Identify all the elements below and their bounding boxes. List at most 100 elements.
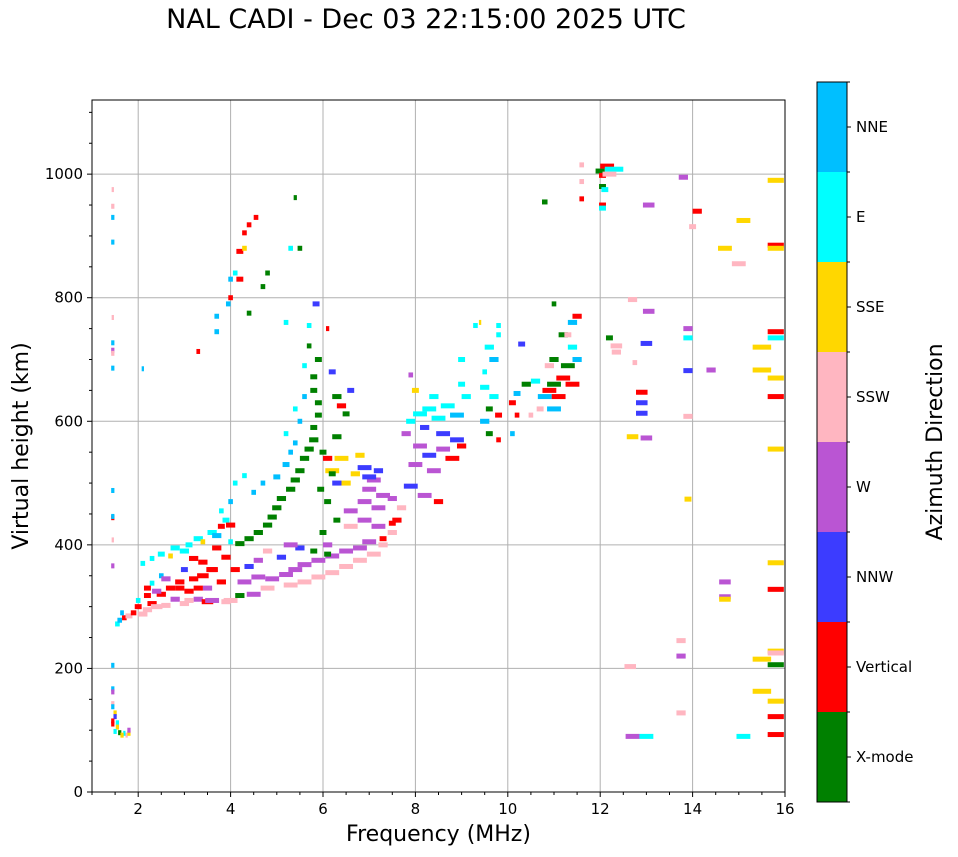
data-point xyxy=(489,357,499,362)
data-point xyxy=(283,431,289,437)
data-point xyxy=(111,662,115,668)
data-point xyxy=(636,400,648,406)
data-point xyxy=(111,537,114,543)
data-point xyxy=(551,301,557,307)
data-point xyxy=(253,214,259,220)
data-point xyxy=(602,171,617,177)
data-point xyxy=(236,248,244,254)
data-point xyxy=(237,579,252,585)
data-point xyxy=(111,701,115,707)
colorbar-label-w: W xyxy=(856,478,871,496)
data-point xyxy=(111,689,115,695)
data-point xyxy=(314,412,322,418)
colorbar-label-sse: SSE xyxy=(856,298,885,316)
data-point xyxy=(401,431,411,437)
data-point xyxy=(572,357,582,362)
data-point xyxy=(111,721,115,727)
data-point xyxy=(388,520,396,526)
data-point xyxy=(310,387,318,393)
data-point xyxy=(636,389,648,395)
data-point xyxy=(251,489,257,495)
colorbar-label-vertical: Vertical xyxy=(856,658,912,676)
data-point xyxy=(184,597,194,603)
data-point xyxy=(161,602,171,608)
data-point xyxy=(130,610,137,616)
x-tick-label: 14 xyxy=(683,800,702,818)
data-point xyxy=(246,222,252,228)
data-point xyxy=(336,403,347,409)
data-point xyxy=(232,270,238,276)
data-point xyxy=(719,596,731,602)
data-point xyxy=(736,733,751,739)
data-point xyxy=(323,542,333,548)
data-point xyxy=(214,313,220,319)
data-point xyxy=(413,443,427,449)
data-point xyxy=(326,326,330,332)
data-point xyxy=(207,530,217,535)
data-point xyxy=(246,310,252,316)
data-point xyxy=(253,530,263,535)
x-tick-label: 10 xyxy=(498,800,517,818)
data-point xyxy=(767,650,784,656)
data-point xyxy=(676,710,686,716)
data-point xyxy=(193,585,203,591)
data-point xyxy=(242,230,247,236)
data-point xyxy=(283,582,298,588)
data-point xyxy=(168,553,173,559)
data-point xyxy=(312,301,320,307)
data-point xyxy=(403,483,418,489)
data-point xyxy=(111,563,115,569)
data-point xyxy=(141,366,144,372)
data-point xyxy=(262,548,273,554)
data-point xyxy=(387,496,397,502)
data-point xyxy=(157,551,165,557)
colorbar-swatch-w xyxy=(817,442,847,532)
data-point xyxy=(528,412,534,418)
data-point xyxy=(408,462,423,468)
data-point xyxy=(601,187,609,193)
data-point xyxy=(310,424,318,430)
data-point xyxy=(362,486,377,492)
x-tick-label: 12 xyxy=(591,800,610,818)
data-point xyxy=(288,449,293,455)
data-point xyxy=(347,387,355,393)
data-point xyxy=(193,536,203,542)
data-point xyxy=(610,343,623,349)
data-point xyxy=(683,368,693,374)
colorbar-label-x-mode: X-mode xyxy=(856,748,913,766)
data-point xyxy=(378,542,388,548)
data-point xyxy=(510,431,515,437)
colorbar-legend: X-mode Vertical NNW W SSW SSE E NNE xyxy=(816,81,913,803)
data-point xyxy=(111,686,115,692)
data-point xyxy=(627,297,638,303)
data-point xyxy=(115,720,120,726)
data-point xyxy=(149,580,155,586)
x-tick-label: 16 xyxy=(775,800,794,818)
data-point xyxy=(156,591,166,597)
data-point xyxy=(458,381,466,387)
data-point xyxy=(179,548,190,554)
data-point xyxy=(207,567,217,573)
data-point xyxy=(429,394,439,400)
data-point xyxy=(560,363,575,369)
data-point xyxy=(513,390,521,396)
colorbar-label: Azimuth Direction xyxy=(923,343,948,540)
data-point xyxy=(115,621,120,627)
data-point xyxy=(138,611,148,617)
data-point xyxy=(328,369,336,375)
y-tick-label: 400 xyxy=(54,536,83,554)
data-point xyxy=(767,662,784,668)
data-point xyxy=(279,572,293,578)
data-point xyxy=(302,394,307,400)
data-point xyxy=(458,357,466,362)
data-point xyxy=(343,508,358,514)
data-point xyxy=(362,474,377,480)
data-point xyxy=(564,332,572,338)
data-point xyxy=(461,394,471,400)
data-point xyxy=(276,496,287,502)
data-point xyxy=(485,406,493,412)
data-point xyxy=(408,372,414,378)
data-point xyxy=(376,492,390,498)
x-tick-label: 2 xyxy=(133,800,143,818)
data-point xyxy=(514,412,520,418)
